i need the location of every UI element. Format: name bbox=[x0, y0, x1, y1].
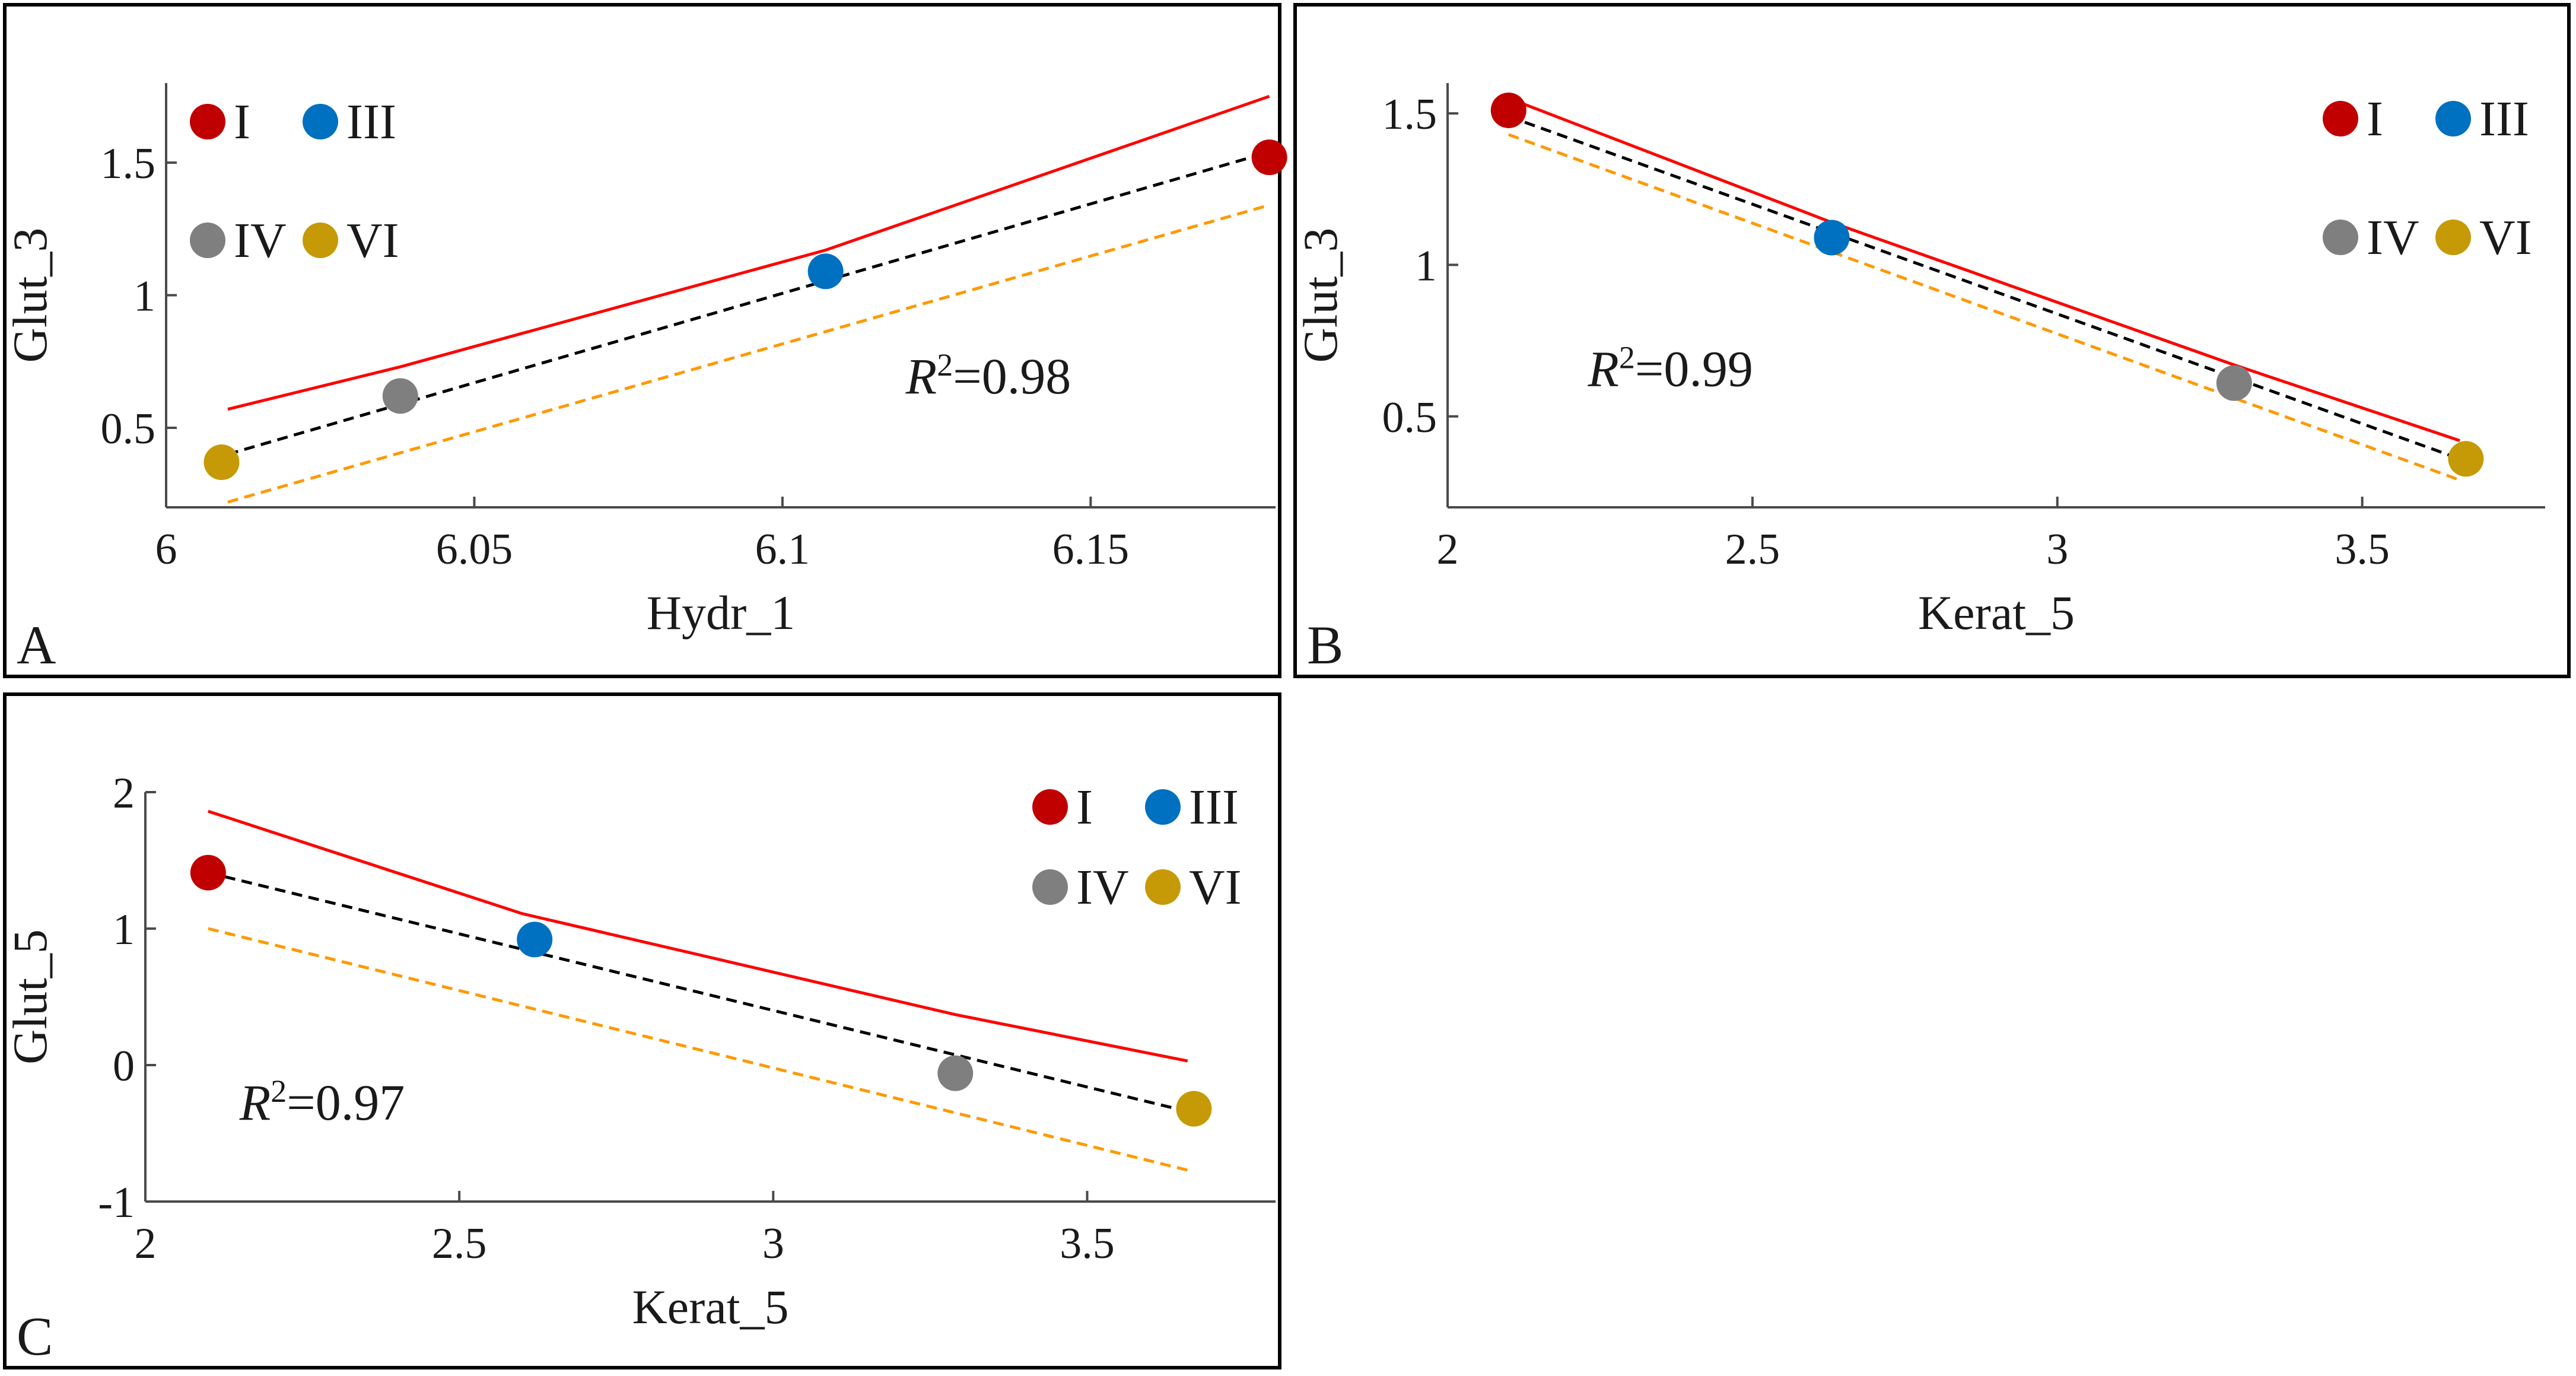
panel-a-x-tick-label: 6 bbox=[155, 525, 177, 574]
panel-c-frame bbox=[3, 692, 1281, 1369]
panel-c-legend-marker-iv bbox=[1032, 869, 1068, 905]
panel-a-point-iii bbox=[807, 253, 844, 290]
panel-a-r2-annotation: R2=0.98 bbox=[905, 347, 1071, 405]
panel-a-y-tick-label: 1.5 bbox=[101, 139, 156, 188]
panel-a-x-tick-label: 6.05 bbox=[436, 525, 513, 574]
panel-b-y-axis-label: Glut_3 bbox=[1293, 228, 1347, 363]
panel-b-legend-marker-vi bbox=[2435, 220, 2471, 255]
panel-a-frame bbox=[3, 3, 1281, 678]
panel-b-legend-label-i: I bbox=[2367, 91, 2383, 147]
panel-b-legend-marker-iii bbox=[2435, 101, 2471, 136]
panel-b-letter: B bbox=[1307, 615, 1343, 675]
panel-a-y-tick-label: 1 bbox=[133, 272, 155, 321]
panel-a-y-tick-label: 0.5 bbox=[101, 405, 156, 453]
panel-b-frame bbox=[1293, 3, 2571, 678]
panel-a-legend-marker-iii bbox=[303, 104, 338, 139]
panel-c-y-tick-label: 0 bbox=[113, 1042, 135, 1091]
panel-c-legend-marker-vi bbox=[1145, 869, 1181, 905]
panel-a-legend-marker-i bbox=[190, 104, 225, 139]
panel-b-point-i bbox=[1490, 92, 1526, 128]
panel-a-x-axis-label: Hydr_1 bbox=[647, 586, 796, 640]
panel-b-legend-label-iii: III bbox=[2479, 91, 2529, 147]
panel-b-point-iii bbox=[1814, 220, 1850, 256]
panel-c-legend-marker-i bbox=[1032, 789, 1068, 825]
panel-a-legend-marker-iv bbox=[190, 223, 225, 258]
panel-c-r2-annotation: R2=0.97 bbox=[239, 1073, 405, 1131]
panel-c-legend-label-vi: VI bbox=[1189, 860, 1242, 915]
panel-c-x-tick-label: 2 bbox=[135, 1219, 157, 1268]
panel-b-legend-marker-i bbox=[2323, 101, 2358, 136]
panel-b-x-tick-label: 2.5 bbox=[1725, 525, 1780, 574]
panel-a-x-tick-label: 6.15 bbox=[1052, 525, 1130, 574]
panel-a-letter: A bbox=[17, 615, 56, 675]
panel-a-fit-line bbox=[227, 150, 1270, 456]
panel-c-letter: C bbox=[17, 1306, 53, 1367]
panel-c-y-tick-label: 1 bbox=[113, 905, 135, 954]
panel-b-lower-line bbox=[1508, 133, 2460, 482]
panel-b-x-tick-label: 3.5 bbox=[2335, 525, 2390, 574]
panel-c-point-i bbox=[190, 854, 226, 891]
panel-b-x-axis-label: Kerat_5 bbox=[1918, 586, 2075, 640]
panel-b-x-tick-label: 2 bbox=[1437, 525, 1459, 574]
panel-a-legend-label-i: I bbox=[234, 94, 250, 150]
panel-c-point-iv bbox=[937, 1055, 974, 1091]
panel-b-point-iv bbox=[2216, 365, 2252, 401]
panel-a-upper-line bbox=[227, 94, 1270, 411]
panel-a-point-vi bbox=[203, 444, 240, 481]
panel-b-y-tick-label: 1 bbox=[1415, 241, 1437, 290]
panel-b-legend-label-vi: VI bbox=[2479, 210, 2532, 265]
panel-a-legend-marker-vi bbox=[303, 223, 338, 258]
panel-c-y-axis-label: Glut_5 bbox=[3, 929, 57, 1064]
panel-c-point-iii bbox=[517, 921, 553, 958]
panel-b-upper-line bbox=[1508, 97, 2460, 442]
panel-a-point-i bbox=[1251, 139, 1287, 176]
panel-c-x-tick-label: 3 bbox=[762, 1219, 784, 1268]
panel-a-lower-line bbox=[227, 204, 1270, 504]
panel-b-fit-line bbox=[1508, 115, 2460, 460]
panel-c-legend-label-iv: IV bbox=[1076, 860, 1129, 915]
panel-a-x-tick-label: 6.1 bbox=[755, 525, 810, 574]
panel-b-point-vi bbox=[2448, 441, 2484, 477]
panel-c-x-tick-label: 2.5 bbox=[432, 1219, 487, 1268]
panel-a-legend-label-vi: VI bbox=[346, 213, 399, 268]
panel-a-point-iv bbox=[382, 378, 418, 414]
panel-a-y-axis-label: Glut_3 bbox=[3, 228, 57, 363]
panel-a: 6 6.05 6.1 6.15 0.5 1 1.5 Hydr_1 Glut_3 A R2=0.98 I… bbox=[3, 3, 1287, 678]
panel-c-upper-line bbox=[208, 809, 1188, 1063]
panel-c-y-tick-label: 2 bbox=[113, 769, 135, 818]
panel-a-legend-label-iv: IV bbox=[234, 213, 287, 268]
panel-b-y-tick-label: 1.5 bbox=[1382, 90, 1438, 139]
panel-c-legend-label-i: I bbox=[1076, 780, 1093, 835]
panel-c-lower-line bbox=[208, 927, 1188, 1172]
panel-c-fit-line bbox=[208, 871, 1188, 1113]
panel-c-x-axis-label: Kerat_5 bbox=[632, 1280, 788, 1334]
panel-c-x-tick-label: 3.5 bbox=[1060, 1219, 1115, 1268]
panel-b-y-tick-label: 0.5 bbox=[1382, 393, 1438, 442]
panel-b-legend-label-iv: IV bbox=[2367, 210, 2419, 265]
panel-a-legend-label-iii: III bbox=[346, 94, 396, 150]
panel-c-legend-label-iii: III bbox=[1189, 780, 1239, 835]
panel-b-legend-marker-iv bbox=[2323, 220, 2358, 255]
panel-c-legend-marker-iii bbox=[1145, 789, 1181, 825]
panel-c-point-vi bbox=[1176, 1091, 1212, 1127]
panel-c-y-tick-label: -1 bbox=[98, 1178, 135, 1227]
panel-b-x-tick-label: 3 bbox=[2046, 525, 2068, 574]
panel-b-r2-annotation: R2=0.99 bbox=[1587, 340, 1753, 398]
